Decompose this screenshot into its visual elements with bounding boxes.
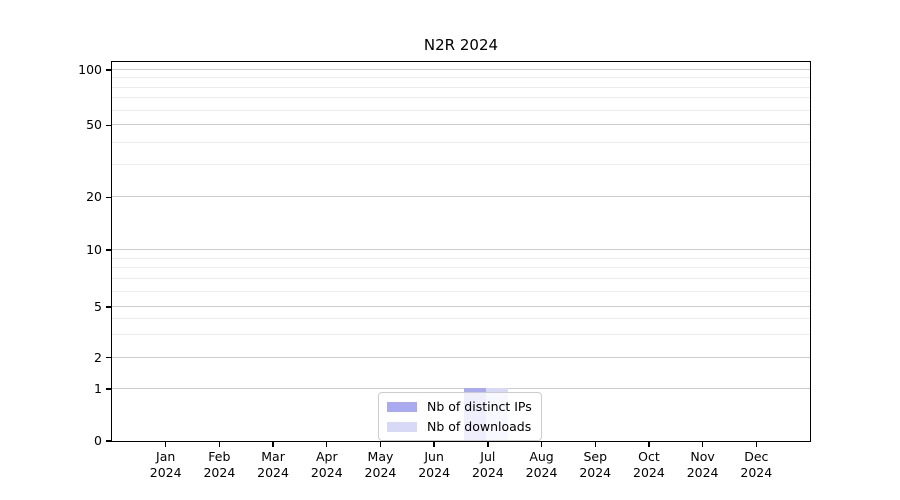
x-label-year: 2024 [418,465,451,480]
x-label-year: 2024 [686,465,719,480]
y-axis-tick-label: 100 [78,62,102,77]
x-axis-tick-label: May 2024 [350,449,410,481]
gridline-major [112,306,810,307]
x-label-year: 2024 [257,465,289,480]
legend-item: Nb of distinct IPs [387,398,532,415]
x-axis-tick-label: Aug 2024 [512,449,572,481]
y-axis-tick [106,306,111,308]
plot-area [111,61,811,442]
gridline-minor [112,141,810,143]
x-axis-tick [218,442,221,447]
x-axis-tick-label: Sep 2024 [565,449,625,481]
legend-item-label: Nb of distinct IPs [427,399,532,414]
x-axis-tick [594,442,596,447]
y-axis-tick [106,69,111,71]
gridline-minor [112,86,810,88]
gridline-minor [112,291,810,292]
x-label-month: Nov [690,449,715,464]
gridline-minor [112,77,810,79]
x-axis-tick-label: Mar 2024 [243,449,303,481]
legend-item-label: Nb of downloads [427,419,532,434]
y-axis-tick-label: 2 [94,349,102,365]
y-axis-tick [106,124,111,126]
y-axis-tick-label: 0 [94,433,102,448]
gridline-minor [112,109,810,111]
x-axis-tick [326,442,328,447]
y-axis-tick-label: 10 [86,242,102,257]
gridline-major [112,388,810,389]
legend-item: Nb of downloads [387,418,532,435]
x-label-year: 2024 [740,465,773,480]
x-label-month: May [367,449,394,464]
x-axis-tick [379,442,382,447]
chart-title: N2R 2024 [423,36,499,54]
y-axis-tick [106,196,111,198]
x-axis-tick-label: Apr 2024 [297,449,357,481]
y-axis-tick [106,440,111,442]
x-label-month: Jan [156,449,176,464]
gridline-minor [112,318,810,320]
x-axis-tick [487,442,489,447]
x-axis-tick-label: Oct 2024 [619,449,679,481]
x-axis-tick-label: Jul 2024 [458,449,518,481]
x-label-month: Feb [208,449,231,464]
x-axis-tick [433,442,435,447]
x-label-month: Jul [480,449,496,464]
gridline-major [112,196,810,198]
x-label-year: 2024 [364,465,397,480]
legend-swatch [387,421,417,432]
y-axis-tick-label: 5 [94,299,102,314]
x-axis-tick-label: Jun 2024 [404,449,464,481]
gridline-minor [112,278,810,280]
gridline-minor [112,334,810,336]
x-label-month: Oct [638,449,660,464]
x-axis-tick [540,442,543,447]
x-label-year: 2024 [310,465,343,480]
x-label-month: Dec [744,449,769,464]
gridline-major [112,69,810,70]
gridline-minor [112,267,810,269]
gridline-major [112,124,810,126]
x-axis-tick [164,442,167,447]
x-axis-tick-label: Jan 2024 [136,449,196,481]
y-axis-tick-label: 20 [86,189,102,205]
y-axis-tick [106,356,111,359]
x-label-month: Sep [583,449,607,464]
y-axis-tick [106,388,111,390]
y-axis-tick [106,249,111,251]
x-label-month: Apr [315,449,338,464]
legend-swatch [387,401,417,412]
x-axis-tick [648,442,650,447]
x-label-year: 2024 [579,465,612,480]
x-label-month: Aug [529,449,554,464]
x-axis-tick [755,442,757,447]
x-label-month: Jun [424,449,444,464]
gridline-minor [112,97,810,99]
gridline-minor [112,164,810,166]
x-label-year: 2024 [525,465,558,480]
x-label-year: 2024 [633,465,665,480]
gridline-minor [112,257,810,259]
x-axis-tick-label: Feb 2024 [189,449,249,481]
x-label-year: 2024 [203,465,236,480]
gridline-major [112,356,810,358]
x-axis-tick [272,442,274,447]
gridline-major [112,249,810,250]
x-axis-tick-label: Nov 2024 [673,449,733,481]
legend: Nb of distinct IPs Nb of downloads [378,392,542,441]
y-axis-tick-label: 1 [94,381,102,396]
x-axis-tick-label: Dec 2024 [726,449,786,481]
y-axis-tick-label: 50 [86,117,102,133]
x-label-year: 2024 [149,465,182,480]
x-label-month: Mar [261,449,285,464]
x-axis-tick [701,442,704,447]
x-label-year: 2024 [471,465,504,480]
